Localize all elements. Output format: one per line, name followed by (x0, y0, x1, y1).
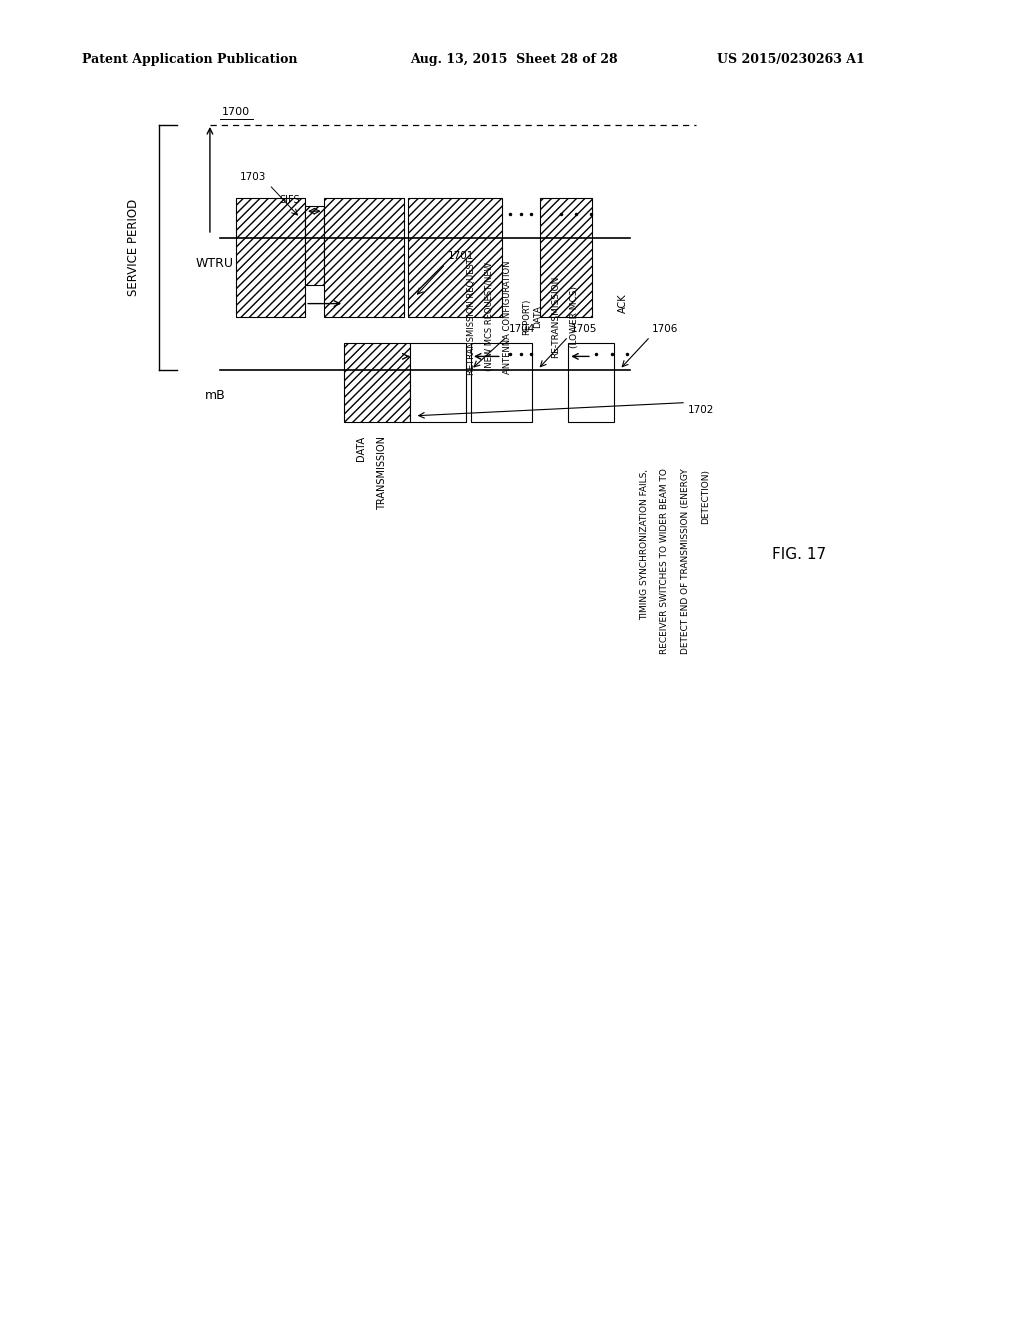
Text: DETECT END OF TRANSMISSION (ENERGY: DETECT END OF TRANSMISSION (ENERGY (681, 469, 690, 655)
Text: DETECTION): DETECTION) (701, 469, 711, 524)
Text: 1705: 1705 (570, 323, 597, 334)
Text: DATA: DATA (356, 436, 367, 461)
Polygon shape (540, 198, 592, 317)
Text: REPORT): REPORT) (522, 298, 530, 335)
Text: ANTENNA CONFIGURATION: ANTENNA CONFIGURATION (504, 260, 512, 374)
Polygon shape (305, 206, 324, 285)
Text: FIG. 17: FIG. 17 (772, 546, 825, 562)
Polygon shape (324, 198, 404, 317)
Text: US 2015/0230263 A1: US 2015/0230263 A1 (717, 53, 864, 66)
Text: ACK: ACK (617, 294, 628, 313)
Polygon shape (408, 198, 502, 317)
Text: mB: mB (205, 389, 225, 403)
Text: Patent Application Publication: Patent Application Publication (82, 53, 297, 66)
Text: (NEW MCS REQUEST/NEW: (NEW MCS REQUEST/NEW (485, 263, 494, 371)
Text: SIFS: SIFS (280, 194, 300, 205)
Text: 1700: 1700 (222, 107, 250, 117)
Polygon shape (471, 343, 532, 422)
Text: SERVICE PERIOD: SERVICE PERIOD (127, 199, 139, 296)
Polygon shape (236, 198, 305, 317)
Text: (LOWER MCS): (LOWER MCS) (570, 286, 579, 347)
Text: 1702: 1702 (688, 405, 715, 416)
Text: RE-TRANSMISSION: RE-TRANSMISSION (552, 276, 560, 358)
Polygon shape (410, 343, 466, 422)
Text: DATA: DATA (534, 305, 542, 329)
Polygon shape (344, 343, 410, 422)
Text: WTRU: WTRU (196, 257, 234, 271)
Text: Aug. 13, 2015  Sheet 28 of 28: Aug. 13, 2015 Sheet 28 of 28 (410, 53, 617, 66)
Text: TRANSMISSION: TRANSMISSION (377, 436, 387, 510)
Text: 1701: 1701 (447, 251, 474, 261)
Text: TIMING SYNCHRONIZATION FAILS,: TIMING SYNCHRONIZATION FAILS, (640, 469, 649, 619)
Polygon shape (568, 343, 614, 422)
Text: 1704: 1704 (509, 323, 536, 334)
Text: 1703: 1703 (240, 172, 266, 182)
Text: RECEIVER SWITCHES TO WIDER BEAM TO: RECEIVER SWITCHES TO WIDER BEAM TO (660, 469, 670, 655)
Text: 1706: 1706 (652, 323, 679, 334)
Text: RETRANSMISSION REQUEST: RETRANSMISSION REQUEST (467, 259, 475, 375)
